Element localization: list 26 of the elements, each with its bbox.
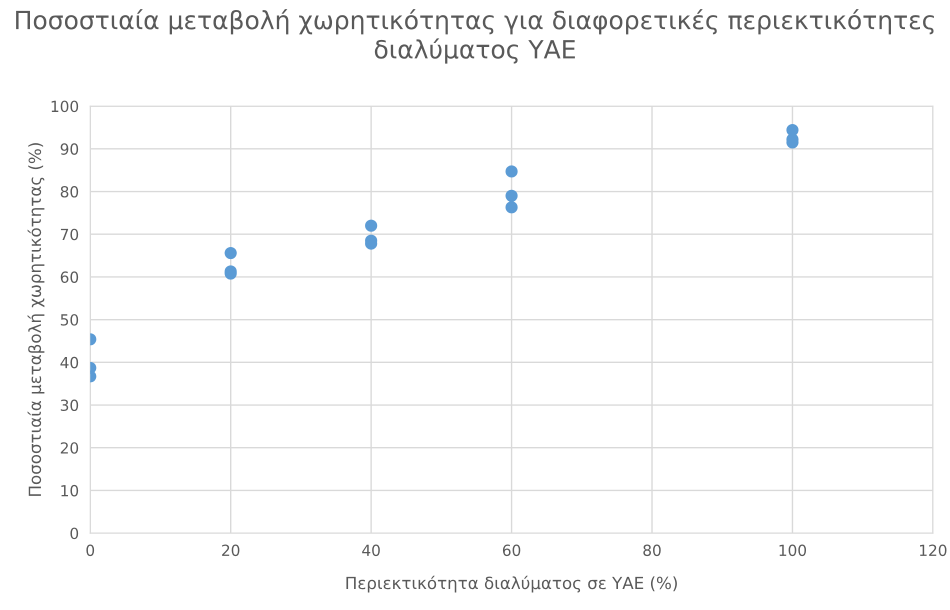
x-tick-label: 120 (920, 544, 946, 556)
x-tick-label: 100 (780, 544, 806, 556)
point (506, 190, 518, 202)
y-tick-label: 70 (60, 228, 78, 240)
x-axis-title: Περιεκτικότητα διαλύματος σε ΥΑΕ (%) (346, 576, 677, 593)
y-tick-label: 90 (60, 143, 78, 155)
y-tick-label: 0 (70, 528, 78, 540)
y-tick-label: 50 (60, 314, 78, 326)
y-tick-label: 30 (60, 400, 78, 412)
point (224, 246, 237, 260)
x-tick-label: 20 (222, 544, 240, 556)
x-tick-label: 60 (502, 544, 520, 556)
x-tick-label: 80 (643, 544, 661, 556)
chart-title: Ποσοστιαία μεταβολή χωρητικότητας για διαφορετικές περιεκτικότητες διαλύματος ΥΑΕ (16, 9, 934, 64)
y-tick-label: 10 (61, 484, 78, 496)
y-tick-label: 100 (52, 100, 78, 112)
x-tick-label: 40 (362, 544, 380, 556)
y-tick-label: 40 (60, 356, 78, 368)
point (506, 201, 518, 214)
y-tick-label: 60 (60, 271, 78, 283)
y-axis-title: Ποσοστιαία μεταβολή χωρητικότητας (%) (28, 143, 44, 496)
point (365, 220, 378, 232)
point (506, 165, 518, 178)
y-tick-label: 20 (60, 442, 78, 454)
y-tick-label: 80 (60, 186, 78, 198)
x-tick-label: 0 (86, 544, 94, 556)
